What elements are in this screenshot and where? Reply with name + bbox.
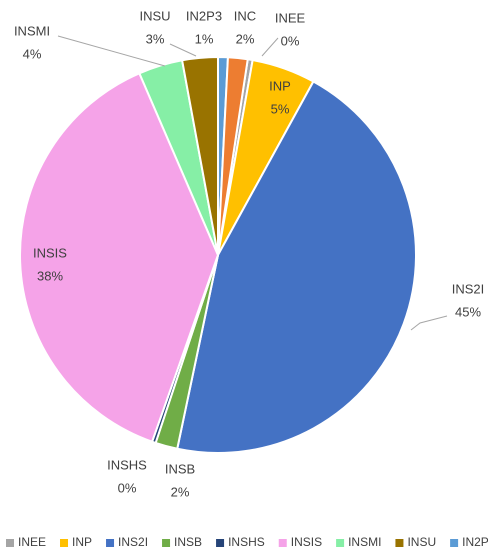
legend-swatch bbox=[106, 539, 115, 547]
legend-label: INSIS bbox=[291, 535, 322, 549]
data-label-value: 4% bbox=[23, 46, 42, 61]
data-label-name: INEE bbox=[275, 10, 306, 25]
data-label-value: 0% bbox=[281, 33, 300, 48]
legend-swatch bbox=[6, 539, 14, 547]
legend-label: INSB bbox=[174, 535, 202, 549]
legend-label: IN2P3 bbox=[462, 535, 488, 549]
data-label-value: 38% bbox=[37, 268, 63, 283]
data-label-name: INP bbox=[269, 78, 291, 93]
legend-swatch bbox=[450, 539, 459, 547]
data-label-name: INSU bbox=[139, 8, 170, 23]
leader-line bbox=[57, 35, 166, 67]
legend-label: INP bbox=[72, 535, 92, 549]
data-label-name: INC bbox=[234, 8, 256, 23]
legend-swatch bbox=[278, 539, 287, 547]
data-label-value: 0% bbox=[118, 480, 137, 495]
pie-slice bbox=[217, 56, 249, 256]
legend-label: INSMI bbox=[348, 535, 381, 549]
legend-swatch bbox=[216, 539, 225, 547]
legend-swatch bbox=[60, 539, 69, 547]
data-label-value: 45% bbox=[455, 304, 481, 319]
data-label-name: INSHS bbox=[107, 457, 147, 472]
data-label-value: 2% bbox=[171, 484, 190, 499]
legend-swatch bbox=[336, 539, 345, 547]
data-label-name: INSIS bbox=[33, 245, 67, 260]
pie-slice bbox=[19, 71, 220, 443]
data-label-value: 1% bbox=[195, 31, 214, 46]
legend-label: INEE bbox=[18, 535, 46, 549]
data-label-name: IN2P3 bbox=[186, 8, 222, 23]
data-label-value: 5% bbox=[271, 101, 290, 116]
data-label-name: INS2I bbox=[452, 281, 485, 296]
pie-slice bbox=[176, 80, 417, 454]
data-label-value: 3% bbox=[146, 31, 165, 46]
legend-label: INSHS bbox=[228, 535, 265, 549]
legend-label: INS2I bbox=[118, 535, 148, 549]
data-label-name: INSB bbox=[165, 461, 195, 476]
data-label-name: INSMI bbox=[14, 23, 50, 38]
data-label-value: 2% bbox=[236, 31, 255, 46]
legend-swatch bbox=[162, 539, 171, 547]
legend-swatch bbox=[395, 539, 404, 547]
leader-line bbox=[261, 37, 279, 57]
leader-line bbox=[169, 43, 197, 57]
legend-label: INSU bbox=[407, 535, 436, 549]
leader-line bbox=[410, 315, 448, 331]
